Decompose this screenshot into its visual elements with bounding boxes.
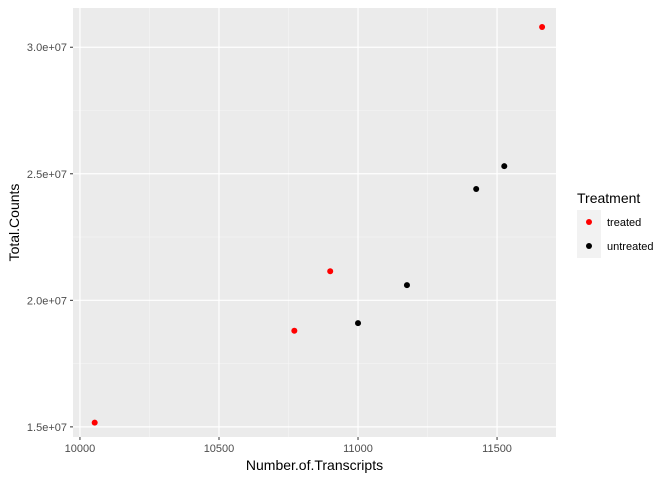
- x-tick-label: 11500: [482, 443, 512, 455]
- y-tick-label: 3.0e+07: [27, 42, 67, 54]
- data-point-treated: [291, 327, 298, 334]
- y-tick-label: 2.5e+07: [27, 169, 67, 181]
- x-axis: 10000 10500 11000 11500: [65, 437, 512, 455]
- legend-key-untreated: [586, 243, 592, 249]
- data-point-untreated: [403, 282, 410, 289]
- data-point-untreated: [501, 163, 508, 170]
- data-point-treated: [327, 268, 334, 275]
- x-tick-label: 11000: [343, 443, 373, 455]
- y-tick-label: 1.5e+07: [27, 422, 67, 434]
- x-tick-label: 10000: [65, 443, 96, 455]
- data-point-untreated: [473, 185, 480, 192]
- minor-gridlines: [73, 8, 556, 437]
- data-points: [91, 23, 546, 426]
- data-point-treated: [91, 419, 98, 426]
- y-axis: 1.5e+07 2.0e+07 2.5e+07 3.0e+07: [27, 42, 73, 434]
- major-gridlines: [73, 8, 556, 437]
- legend-key-treated: [586, 219, 592, 225]
- plot-panel: [73, 8, 556, 437]
- y-tick-label: 2.0e+07: [27, 295, 67, 307]
- legend: Treatment treated untreated: [577, 190, 653, 258]
- x-tick-label: 10500: [204, 443, 235, 455]
- legend-label-untreated: untreated: [607, 241, 653, 253]
- data-point-treated: [539, 23, 546, 30]
- y-axis-title: Total.Counts: [6, 184, 22, 262]
- legend-label-treated: treated: [607, 217, 641, 229]
- data-point-untreated: [355, 320, 362, 327]
- legend-title: Treatment: [577, 190, 640, 206]
- x-axis-title: Number.of.Transcripts: [246, 457, 383, 473]
